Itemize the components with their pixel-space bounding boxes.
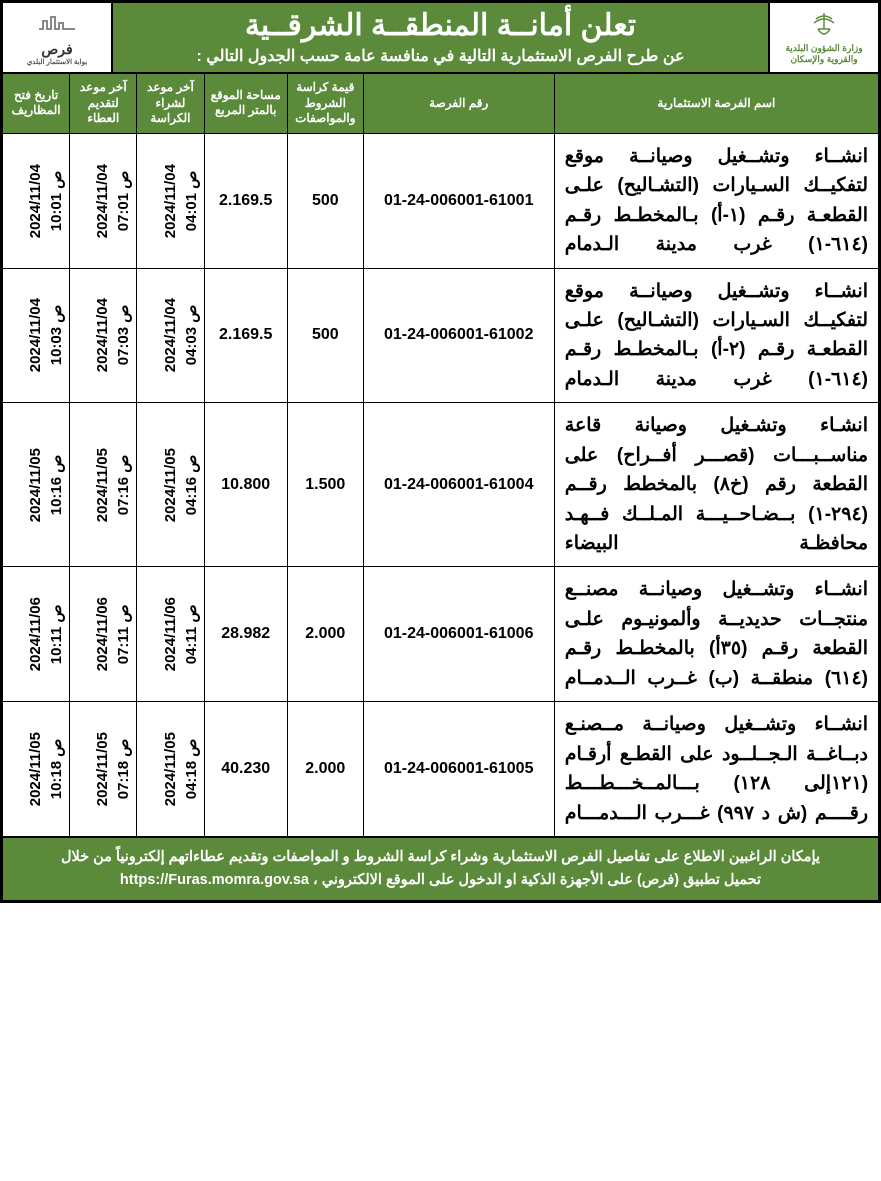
cell-desc: انشــاء وتشــغيل وصيانــة موقع لتفكيــك … [554,268,878,403]
header-title-block: تعلن أمانــة المنطقــة الشرقــية عن طرح … [112,2,769,73]
col-header-buy: آخر موعدلشراء الكراسة [137,74,204,134]
main-title: تعلن أمانــة المنطقــة الشرقــية [117,9,764,42]
col-header-open: تاريخ فتحالمظاريف [3,74,70,134]
col-header-area: مساحة الموقعبالمتر المربع [204,74,287,134]
cell-desc: انشــاء وتشــغيل وصيانــة مصنــع منتجــا… [554,567,878,702]
table-row: انشــاء وتشــغيل وصيانــة موقع لتفكيــك … [3,133,879,268]
cell-date-buy: 2024/11/04ص 04:03 [137,268,204,403]
cell-date-bid: 2024/11/05ص 07:18 [70,702,137,837]
footer-line2-text: تحميل تطبيق (فرص) على الأجهزة الذكية او … [313,872,761,888]
logo-left-furas: فرص بوابة الاستثمار البلدي [2,2,112,73]
table-row: انشــاء وتشــغيل وصيانــة مصنــع منتجــا… [3,567,879,702]
furas-logo-icon [37,9,77,39]
cell-date-bid: 2024/11/04ص 07:03 [70,268,137,403]
cell-oppno: 01-24-006001-61002 [363,268,554,403]
logo-right-text1: وزارة الشؤون البلدية [785,43,862,54]
announcement-container: وزارة الشؤون البلدية والقروية والإسكان ت… [0,0,881,903]
cell-area: 2.169.5 [204,133,287,268]
cell-area: 40.230 [204,702,287,837]
header: وزارة الشؤون البلدية والقروية والإسكان ت… [2,2,879,73]
cell-date-buy: 2024/11/05ص 04:16 [137,403,204,567]
cell-desc: انشـاء وتشـغيل وصيانة قاعة مناســبـــات … [554,403,878,567]
table-header-row: اسم الفرصة الاستثمارية رقم الفرصة قيمة ك… [3,74,879,134]
cell-date-bid: 2024/11/04ص 07:01 [70,133,137,268]
cell-oppno: 01-24-006001-61005 [363,702,554,837]
cell-price: 2.000 [287,702,363,837]
col-header-desc: اسم الفرصة الاستثمارية [554,74,878,134]
cell-oppno: 01-24-006001-61006 [363,567,554,702]
logo-left-text1: فرص [41,41,72,58]
cell-date-open: 2024/11/04ص 10:01 [3,133,70,268]
cell-date-buy: 2024/11/06ص 04:11 [137,567,204,702]
col-header-price: قيمة كراسةالشروط والمواصفات [287,74,363,134]
cell-date-open: 2024/11/05ص 10:16 [3,403,70,567]
opportunities-table: اسم الفرصة الاستثمارية رقم الفرصة قيمة ك… [2,73,879,837]
cell-area: 28.982 [204,567,287,702]
logo-left-text2: بوابة الاستثمار البلدي [27,58,87,66]
cell-price: 500 [287,133,363,268]
logo-right-text2: والقروية والإسكان [790,54,857,65]
cell-desc: انشــاء وتشــغيل وصيانــة موقع لتفكيــك … [554,133,878,268]
col-header-oppno: رقم الفرصة [363,74,554,134]
cell-date-buy: 2024/11/04ص 04:01 [137,133,204,268]
palm-emblem-icon [804,11,844,41]
footer: يإمكان الراغبين الاطلاع على تفاصيل الفرص… [2,837,879,901]
cell-price: 500 [287,268,363,403]
footer-line1: يإمكان الراغبين الاطلاع على تفاصيل الفرص… [9,846,872,869]
cell-date-buy: 2024/11/05ص 04:18 [137,702,204,837]
footer-url: https://Furas.momra.gov.sa [120,872,309,888]
subtitle: عن طرح الفرص الاستثمارية التالية في مناف… [117,46,764,66]
cell-oppno: 01-24-006001-61001 [363,133,554,268]
table-row: انشــاء وتشــغيل وصيانــة موقع لتفكيــك … [3,268,879,403]
table-row: انشـاء وتشـغيل وصيانة قاعة مناســبـــات … [3,403,879,567]
cell-date-bid: 2024/11/06ص 07:11 [70,567,137,702]
cell-price: 2.000 [287,567,363,702]
cell-date-open: 2024/11/05ص 10:18 [3,702,70,837]
cell-price: 1.500 [287,403,363,567]
cell-date-open: 2024/11/06ص 10:11 [3,567,70,702]
table-body: انشــاء وتشــغيل وصيانــة موقع لتفكيــك … [3,133,879,836]
cell-date-open: 2024/11/04ص 10:03 [3,268,70,403]
logo-right-momra: وزارة الشؤون البلدية والقروية والإسكان [769,2,879,73]
table-row: انشــاء وتشــغيل وصيانــة مــصنـع دبــاغ… [3,702,879,837]
cell-date-bid: 2024/11/05ص 07:16 [70,403,137,567]
footer-line2: تحميل تطبيق (فرص) على الأجهزة الذكية او … [9,869,872,892]
cell-oppno: 01-24-006001-61004 [363,403,554,567]
cell-desc: انشــاء وتشــغيل وصيانــة مــصنـع دبــاغ… [554,702,878,837]
col-header-bid: آخر موعدلتقديم العطاء [70,74,137,134]
cell-area: 10.800 [204,403,287,567]
cell-area: 2.169.5 [204,268,287,403]
